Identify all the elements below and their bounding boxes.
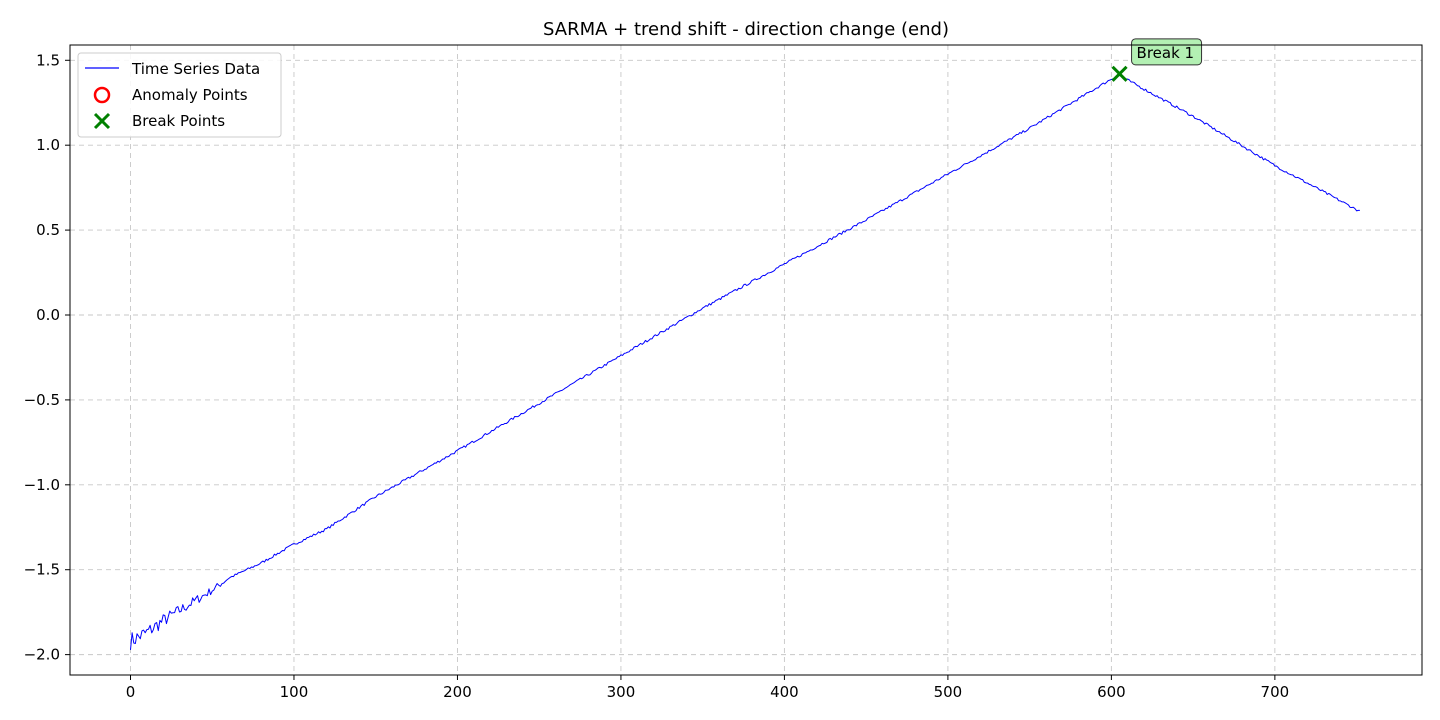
y-tick-label: 0.5 — [36, 221, 60, 239]
x-tick-label: 100 — [280, 683, 309, 701]
y-tick-label: −0.5 — [24, 391, 60, 409]
y-tick-label: −1.0 — [24, 476, 60, 494]
legend-label-break: Break Points — [132, 112, 225, 130]
x-axis: 0 100 200 300 400 500 600 700 — [126, 675, 1289, 701]
x-tick-label: 400 — [770, 683, 799, 701]
legend-anomaly-marker — [93, 86, 111, 104]
legend-label-time-series: Time Series Data — [131, 60, 260, 78]
break-annotation-label: Break 1 — [1137, 44, 1195, 62]
series-line — [129, 74, 1360, 650]
grid-lines — [70, 45, 1422, 675]
legend-box — [77, 52, 282, 138]
y-tick-label: −2.0 — [24, 646, 60, 664]
x-tick-label: 700 — [1261, 683, 1290, 701]
x-tick-label: 300 — [607, 683, 636, 701]
x-tick-label: 0 — [126, 683, 136, 701]
y-axis: −2.0 −1.5 −1.0 −0.5 0.0 0.5 1.0 1.5 — [24, 51, 70, 664]
y-tick-label: 1.5 — [36, 51, 60, 69]
y-tick-label: 1.0 — [36, 136, 60, 154]
x-tick-label: 500 — [934, 683, 963, 701]
series-layer — [129, 74, 1360, 650]
legend-break-marker — [93, 112, 111, 130]
legend-label-anomaly: Anomaly Points — [132, 86, 248, 104]
plot-frame — [69, 44, 1423, 676]
x-tick-label: 600 — [1097, 683, 1126, 701]
chart-title: SARMA + trend shift - direction change (… — [543, 19, 949, 40]
y-tick-label: 0.0 — [36, 306, 60, 324]
legend: Time Series Data Anomaly Points Break Po… — [77, 52, 282, 138]
break-point-marker — [1111, 65, 1128, 82]
break-annotation: Break 1 — [1131, 38, 1203, 66]
y-tick-label: −1.5 — [24, 561, 60, 579]
x-tick-label: 200 — [443, 683, 472, 701]
